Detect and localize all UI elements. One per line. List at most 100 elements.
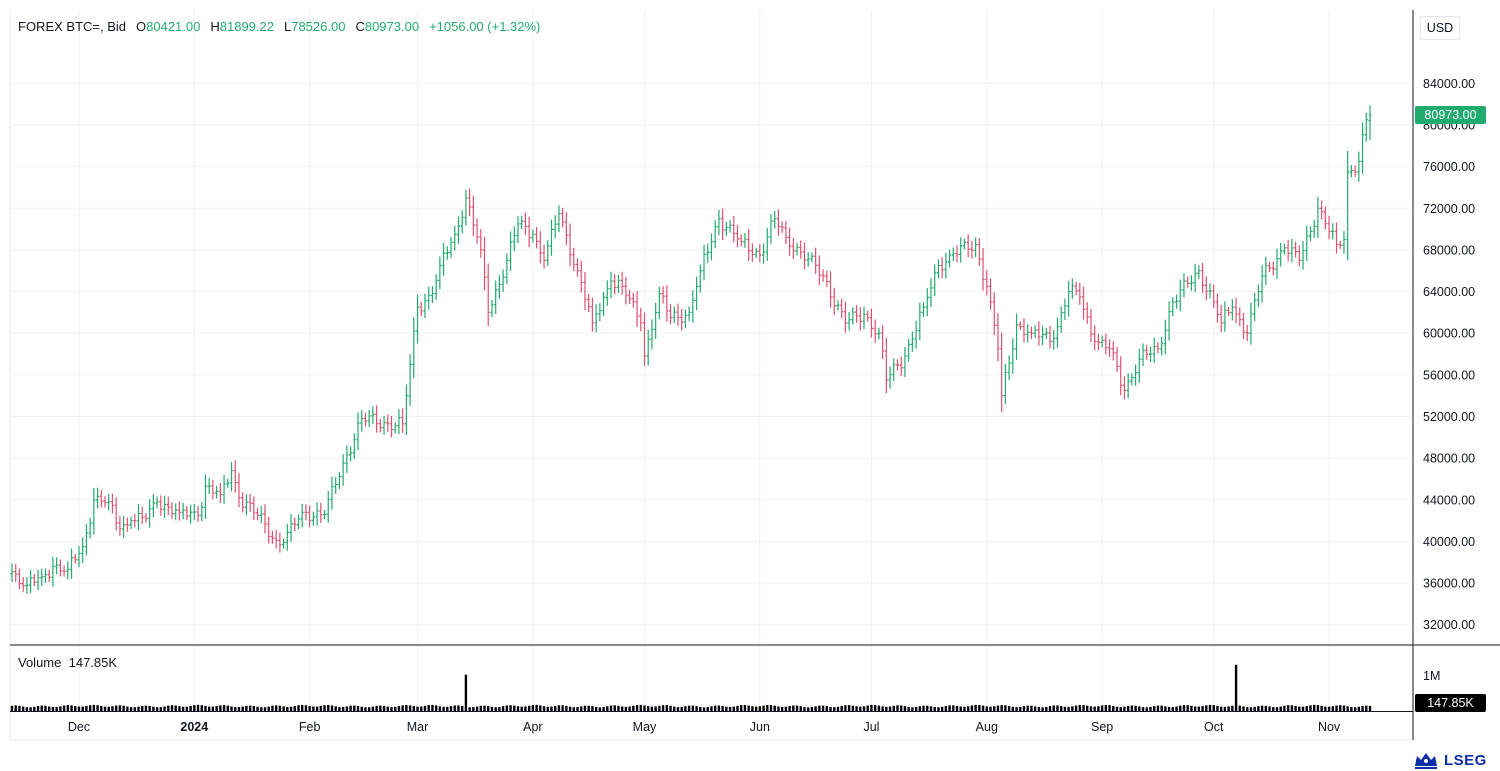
ohlc-bar — [732, 215, 736, 243]
ohlc-bar — [985, 270, 989, 296]
ohlc-bar — [575, 258, 580, 277]
ohlc-bar — [151, 494, 155, 518]
volume-bar — [353, 705, 356, 711]
ohlc-bar — [724, 221, 728, 236]
ohlc-bar — [936, 259, 941, 279]
volume-bar — [1149, 706, 1152, 711]
volume-bar — [944, 706, 948, 711]
volume-bar — [929, 706, 933, 711]
volume-bar — [401, 705, 404, 711]
volume-bar — [702, 707, 706, 711]
volume-bar — [1030, 705, 1033, 711]
volume-bar — [501, 706, 505, 711]
volume-bar — [829, 706, 832, 711]
volume-bar — [367, 707, 371, 711]
x-tick-label: Apr — [523, 720, 542, 734]
ohlc-bar — [1107, 339, 1112, 357]
ohlc-bar — [754, 247, 758, 259]
volume-bar — [256, 706, 259, 711]
volume-bar — [152, 706, 155, 711]
ohlc-bar — [609, 271, 613, 299]
volume-bar — [237, 707, 241, 711]
volume-bar — [539, 705, 542, 711]
ohlc-bar — [962, 238, 967, 250]
volume-bar — [799, 706, 802, 711]
ohlc-bar — [1182, 273, 1186, 298]
symbol-label: FOREX BTC=, Bid — [18, 19, 126, 34]
volume-bar — [542, 706, 546, 711]
volume-bar — [911, 707, 914, 711]
volume-bar — [107, 706, 110, 711]
y-tick-label: 84000.00 — [1423, 77, 1475, 91]
volume-bar — [937, 707, 940, 711]
volume-bar — [885, 706, 888, 711]
x-tick-label: Sep — [1091, 720, 1113, 734]
ohlc-bar — [1234, 297, 1238, 324]
ohlc-bar — [58, 559, 62, 577]
volume-bar — [620, 706, 624, 711]
volume-bar — [1086, 705, 1089, 711]
volume-bar — [1331, 706, 1334, 711]
ohlc-bar — [1063, 298, 1067, 321]
ohlc-bar — [557, 205, 561, 233]
volume-bar — [587, 705, 590, 711]
volume-bar — [1067, 706, 1070, 711]
ohlc-bar — [1119, 356, 1123, 396]
ohlc-bar — [475, 218, 479, 244]
ohlc-bar — [200, 501, 204, 521]
y-tick-label: 56000.00 — [1423, 368, 1475, 382]
volume-bar — [427, 705, 430, 711]
x-tick-label: Oct — [1204, 720, 1224, 734]
volume-bar — [431, 704, 434, 711]
volume-bar — [1126, 705, 1130, 711]
volume-bar — [1227, 706, 1230, 711]
ohlc-bar — [207, 478, 211, 494]
ohlc-bar — [352, 433, 356, 460]
volume-bar — [379, 705, 382, 711]
ohlc-bar — [516, 216, 520, 244]
ohlc-bar — [508, 231, 513, 271]
volume-bar — [810, 707, 814, 711]
y-tick-label: 48000.00 — [1423, 452, 1475, 466]
ohlc-bar — [497, 275, 501, 299]
ohlc-bar — [1145, 344, 1149, 360]
volume-bar — [1335, 705, 1338, 711]
ohlc-bar — [1096, 333, 1100, 351]
volume-bar — [996, 705, 1000, 711]
lseg-emblem-icon — [1415, 753, 1437, 769]
ohlc-bar — [427, 286, 431, 310]
volume-bar — [438, 706, 442, 711]
ohlc-bar — [490, 299, 494, 318]
ohlc-bar — [441, 242, 446, 276]
ohlc-bar — [367, 409, 371, 427]
volume-bar — [892, 705, 895, 711]
volume-bar — [457, 705, 460, 711]
ohlc-bar — [92, 488, 96, 535]
volume-bar — [1257, 706, 1260, 711]
ohlc-bar — [1357, 151, 1361, 182]
volume-bar — [1019, 706, 1022, 711]
y-tick-label: 32000.00 — [1423, 618, 1475, 632]
lseg-logo[interactable]: LSEG — [1413, 750, 1487, 770]
ohlc-bar — [910, 331, 914, 352]
ohlc-bar — [806, 251, 810, 267]
volume-bar — [840, 705, 843, 711]
ohlc-bar — [103, 496, 107, 508]
currency-selector[interactable]: USD — [1420, 16, 1460, 40]
volume-bar — [1212, 705, 1215, 711]
volume-bar — [111, 706, 114, 711]
y-tick-label: 68000.00 — [1423, 243, 1475, 257]
ohlc-bar — [1156, 341, 1160, 354]
ohlc-bar — [1174, 294, 1179, 309]
ohlc-bar — [468, 188, 472, 217]
ohlc-bar — [739, 234, 743, 247]
volume-bar — [1134, 705, 1137, 711]
volume-bar — [490, 706, 494, 711]
volume-bar — [405, 705, 408, 711]
logo-text: LSEG — [1444, 751, 1487, 769]
volume-bar — [818, 705, 821, 711]
volume-bar — [617, 705, 620, 711]
volume-bar — [1048, 706, 1052, 711]
volume-bar — [907, 706, 910, 711]
volume-bar — [1260, 705, 1264, 711]
